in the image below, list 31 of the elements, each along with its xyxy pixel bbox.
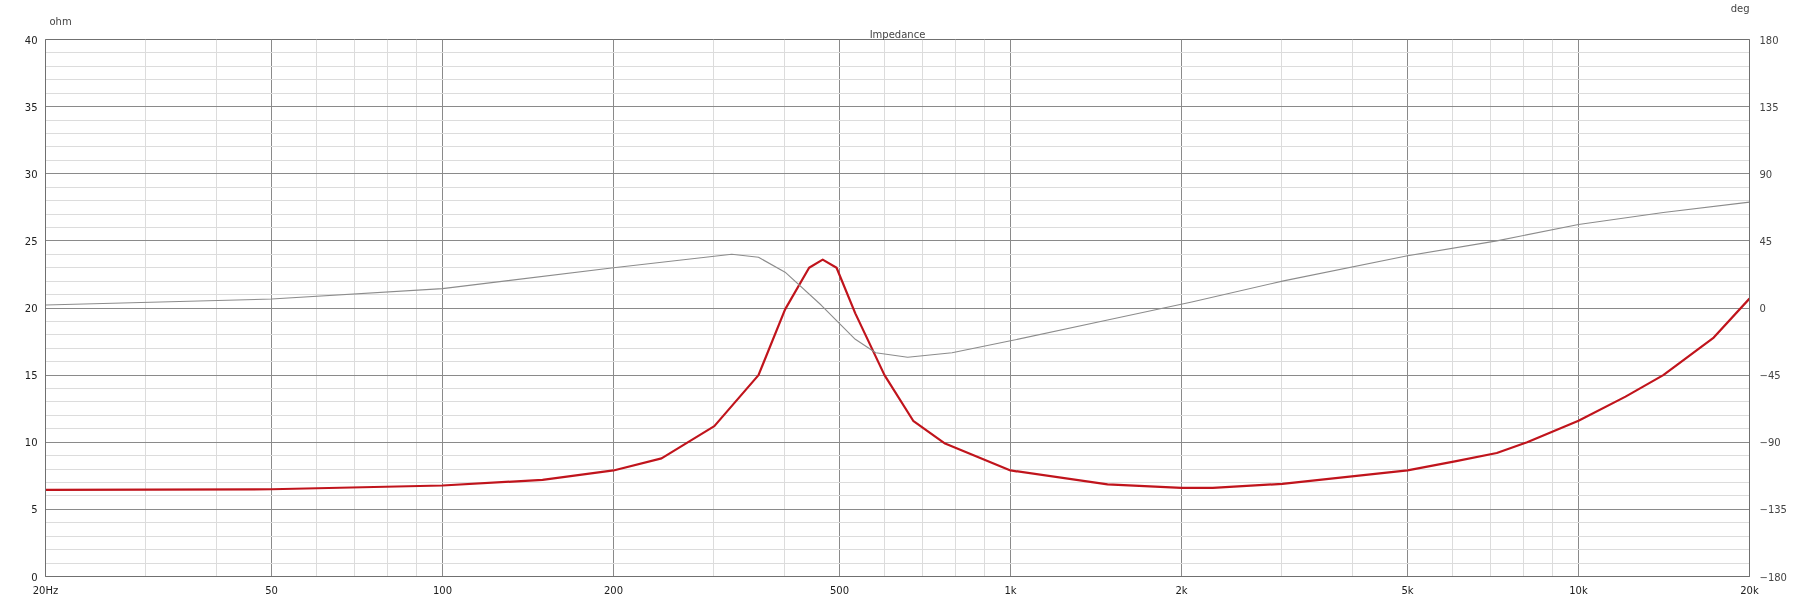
x-tick-label: 2k — [1175, 584, 1188, 596]
y2-axis-title: deg — [1730, 2, 1750, 14]
x-tick-label: 100 — [432, 584, 453, 596]
y-tick-label: 5 — [31, 504, 38, 516]
x-tick-label: 20k — [1740, 584, 1759, 596]
y2-tick-label: 45 — [1759, 235, 1773, 247]
y-tick-label: 0 — [31, 571, 38, 583]
x-tick-label: 1k — [1004, 584, 1017, 596]
y2-tick-label: −135 — [1759, 504, 1787, 516]
y-tick-label: 15 — [24, 370, 38, 382]
y2-tick-label: −45 — [1759, 370, 1781, 382]
x-tick-label: 10k — [1569, 584, 1588, 596]
x-tick-label: 5k — [1401, 584, 1414, 596]
x-tick-label: 200 — [603, 584, 624, 596]
x-tick-label: 50 — [265, 584, 278, 596]
y2-tick-label: 180 — [1759, 34, 1779, 46]
y-axis-title: ohm — [49, 15, 72, 27]
x-tick-label: 500 — [829, 584, 850, 596]
chart-title: Impedance — [869, 28, 926, 40]
y-tick-label: 30 — [24, 168, 38, 180]
y-tick-label: 10 — [24, 437, 38, 449]
y2-tick-label: −90 — [1759, 437, 1781, 449]
y-tick-label: 25 — [24, 235, 38, 247]
y2-tick-label: −180 — [1759, 571, 1787, 583]
x-tick-label: 20Hz — [32, 584, 59, 596]
y2-tick-label: 90 — [1759, 168, 1773, 180]
y2-tick-label: 135 — [1759, 101, 1779, 113]
y2-tick-label: 0 — [1759, 303, 1766, 314]
y-tick-label: 35 — [24, 101, 38, 113]
y-tick-label: 20 — [24, 303, 38, 314]
y-tick-label: 40 — [24, 34, 38, 46]
